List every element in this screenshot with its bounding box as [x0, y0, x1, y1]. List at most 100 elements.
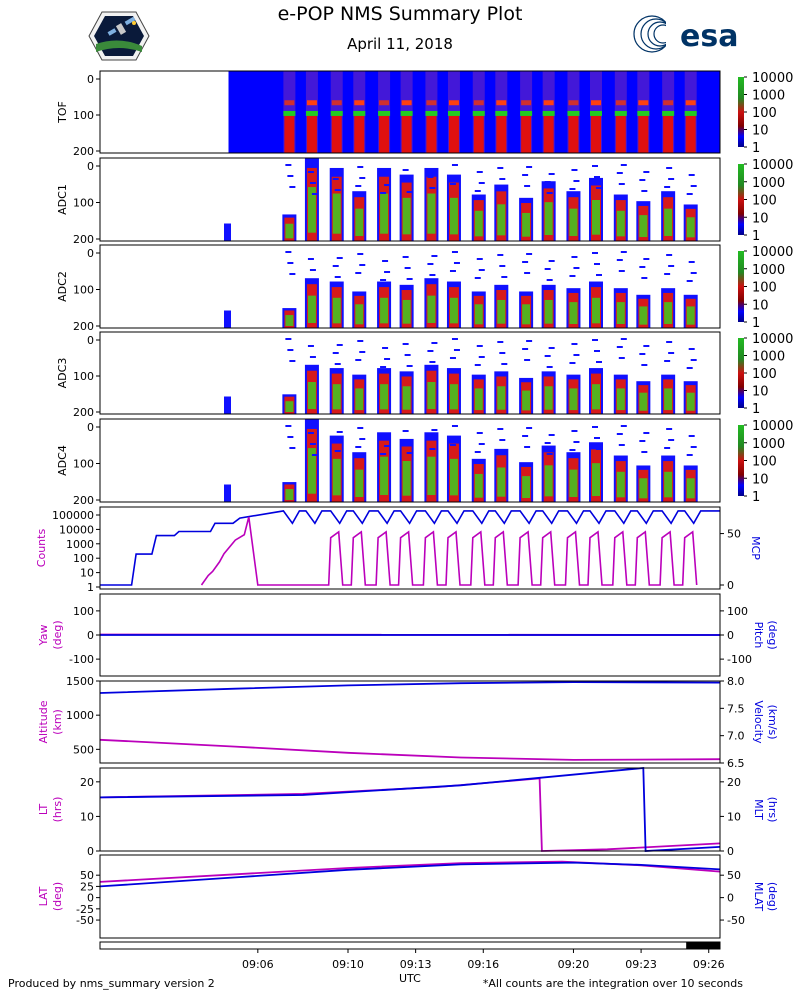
tof-band-130: [638, 100, 649, 106]
adc-burst-center: [307, 448, 316, 494]
colorbar-tick-label: 100: [752, 106, 777, 121]
adc-burst-center: [402, 460, 411, 496]
adc-burst-center: [332, 458, 341, 496]
y-counts-tick-label: 10000: [59, 523, 94, 536]
adc-sparse-count: [355, 359, 362, 361]
adc-sparse-count: [357, 166, 364, 168]
tof-band-130: [663, 100, 674, 106]
colorbar: [738, 164, 744, 235]
adc-sparse-count: [336, 431, 343, 433]
y-axis-label-left: LAT: [37, 886, 50, 906]
adc-sparse-count: [427, 350, 434, 352]
y-velocity-tick-label: 8.0: [727, 675, 745, 688]
y-mlat-tick-label: 0: [727, 892, 734, 905]
adc-sparse-count: [285, 164, 292, 166]
adc-burst-center: [285, 489, 294, 501]
colorbar: [738, 425, 744, 496]
adc-sparse-count: [309, 182, 316, 184]
adc-sparse-count: [429, 274, 436, 276]
adc-sparse-count: [596, 361, 602, 363]
adc-sparse-count: [285, 251, 292, 253]
adc-burst-center: [332, 297, 341, 324]
adc-sparse-count: [688, 348, 695, 350]
adc-sparse-count: [594, 437, 600, 439]
adc-sparse-count: [402, 169, 409, 171]
adc-burst-center: [569, 388, 578, 411]
adc-burst-center: [569, 208, 578, 237]
adc-sparse-count: [618, 357, 625, 359]
adc-sparse-count: [451, 164, 458, 166]
y-axis-label-left-unit: (km): [51, 709, 64, 735]
tof-band-100: [495, 110, 508, 116]
adc-sparse-count: [546, 366, 553, 368]
y-axis-label-counts: Counts: [35, 529, 48, 568]
adc-burst-center: [592, 297, 600, 324]
panel-lat-mlat: [99, 854, 721, 939]
y-axis-label-right: Velocity: [752, 700, 765, 744]
adc-sparse-count: [336, 344, 343, 346]
adc-sparse-count: [406, 365, 413, 367]
adc-sparse-count: [404, 267, 411, 269]
y-counts-tick-label: 1000: [66, 538, 94, 551]
y-mcp-tick-label: 50: [727, 528, 741, 541]
adc-sparse-count: [620, 425, 627, 427]
colorbar-tick-label: 10: [752, 385, 769, 400]
adc-sparse-count: [334, 450, 341, 452]
y-yaw-tick-label: 0: [87, 629, 94, 642]
tof-band-100: [567, 110, 580, 116]
adc-burst-center: [355, 469, 364, 498]
adc-sparse-count: [620, 251, 627, 253]
adc-sparse-count: [666, 254, 673, 256]
tof-band-100: [684, 110, 697, 116]
adc-sparse-count: [499, 265, 506, 267]
adc-sparse-count: [616, 433, 623, 435]
adc-sparse-count: [431, 342, 438, 344]
adc-sparse-count: [546, 453, 553, 455]
tof-band-100: [520, 110, 533, 116]
y-mlat-tick-label: 50: [727, 869, 741, 882]
panel-frame: [99, 244, 721, 329]
adc-sparse-count: [427, 176, 434, 178]
adc-sparse-count: [357, 253, 364, 255]
adc-sparse-count: [544, 442, 551, 444]
adc-burst-center: [592, 199, 600, 235]
adc-sparse-count: [499, 352, 506, 354]
y-lat-tick-label: 25: [80, 880, 94, 893]
panel-tof: [99, 70, 747, 154]
adc-onset-count: [224, 223, 231, 241]
adc-sparse-count: [596, 274, 602, 276]
tof-burst-core: [401, 111, 412, 153]
adc-sparse-count: [478, 356, 485, 358]
tof-band-100: [283, 110, 296, 116]
adc-sparse-count: [355, 185, 362, 187]
adc-burst-center: [544, 386, 553, 410]
adc-sparse-count: [690, 185, 697, 187]
tof-burst-core: [448, 111, 459, 153]
adc-sparse-count: [357, 427, 364, 429]
adc-sparse-count: [449, 270, 456, 272]
tof-band-130: [331, 100, 342, 106]
adc-burst-center: [402, 197, 411, 235]
adc-sparse-count: [620, 338, 627, 340]
adc-sparse-count: [688, 261, 695, 263]
y-axis-label-right: Pitch: [752, 622, 765, 649]
adc-sparse-count: [686, 193, 693, 195]
tof-band-130: [354, 100, 365, 106]
colorbar-tick-label: 10000: [752, 332, 793, 347]
adc-sparse-count: [380, 279, 387, 281]
adc-sparse-count: [336, 257, 343, 259]
adc-sparse-count: [307, 345, 314, 347]
tof-band-130: [591, 100, 601, 106]
adc-onset-count: [224, 396, 231, 414]
y-mlt-tick-label: 20: [727, 776, 741, 789]
adc-burst-center: [522, 304, 531, 325]
adc-burst-center: [402, 386, 411, 410]
adc-sparse-count: [596, 187, 602, 189]
tof-burst-core: [615, 111, 626, 153]
colorbar-tick-label: 10000: [752, 158, 793, 173]
adc-burst-center: [544, 202, 553, 236]
x-axis-label: UTC: [399, 972, 421, 985]
adc-burst-center: [474, 304, 483, 325]
page-date: April 11, 2018: [347, 35, 453, 53]
adc-sparse-count: [571, 343, 578, 345]
